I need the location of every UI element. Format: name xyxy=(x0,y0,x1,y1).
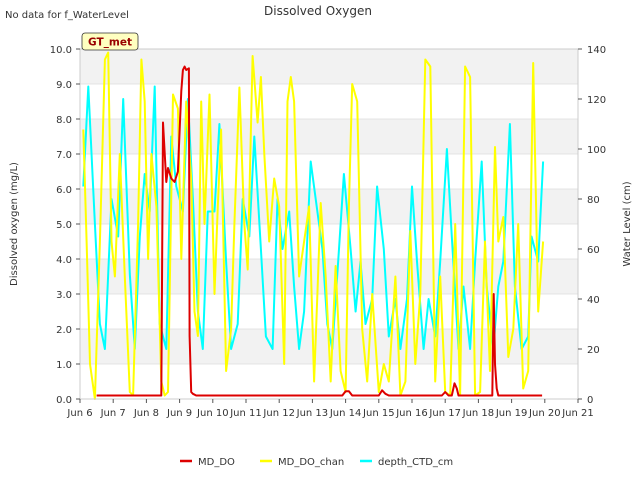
plot-band xyxy=(80,49,578,84)
x-tick-label: Jun 19 xyxy=(495,408,528,419)
y2-axis-label: Water Level (cm) xyxy=(622,181,633,266)
no-data-note: No data for f_WaterLevel xyxy=(5,10,129,21)
legend: MD_DO MD_DO_chan depth_CTD_cm xyxy=(180,457,453,468)
y-tick-label: 9.0 xyxy=(56,80,72,91)
series-layer xyxy=(82,51,545,400)
x-tick-label: Jun 9 xyxy=(166,408,192,419)
y-tick-label: 4.0 xyxy=(56,255,72,266)
y-axis-label: Dissolved oxygen (mg/L) xyxy=(9,162,20,286)
chart-title: Dissolved Oxygen xyxy=(264,4,372,18)
x-tick-label: Jun 20 xyxy=(528,408,561,419)
x-tick-label: Jun 18 xyxy=(462,408,495,419)
x-tick-label: Jun 12 xyxy=(262,408,295,419)
y2-tick-label: 0 xyxy=(587,395,593,406)
x-tick-label: Jun 7 xyxy=(100,408,126,419)
y-tick-label: 1.0 xyxy=(56,360,72,371)
y-tick-label: 8.0 xyxy=(56,115,72,126)
legend-label: MD_DO xyxy=(198,457,235,468)
legend-label: depth_CTD_cm xyxy=(378,457,453,468)
x-tick-label: Jun 8 xyxy=(133,408,159,419)
y2-tick-label: 40 xyxy=(587,295,600,306)
y-tick-label: 5.0 xyxy=(56,220,72,231)
y2-tick-label: 60 xyxy=(587,245,600,256)
x-tick-label: Jun 15 xyxy=(362,408,395,419)
x-tick-label: Jun 16 xyxy=(395,408,428,419)
axes: 0.0 1.0 2.0 3.0 4.0 5.0 6.0 7.0 8.0 9.0 10.0 0 20 40 6… xyxy=(50,45,606,419)
x-tick-label: Jun 6 xyxy=(66,408,92,419)
y2-tick-label: 80 xyxy=(587,195,600,206)
x-tick-label: Jun 14 xyxy=(329,408,362,419)
legend-label: MD_DO_chan xyxy=(278,457,344,468)
x-tick-label: Jun 21 xyxy=(561,408,594,419)
y-tick-label: 10.0 xyxy=(50,45,72,56)
site-badge-box xyxy=(81,32,139,51)
series-line-md-do xyxy=(96,65,543,397)
y-tick-label: 0.0 xyxy=(56,395,72,406)
x-tick-label: Jun 11 xyxy=(229,408,262,419)
y2-tick-label: 100 xyxy=(587,145,606,156)
x-tick-label: Jun 10 xyxy=(196,408,229,419)
plot-bands xyxy=(80,49,578,364)
y2-tick-label: 20 xyxy=(587,345,600,356)
y-tick-label: 7.0 xyxy=(56,150,72,161)
site-badge: GT_met xyxy=(81,32,139,51)
y-tick-label: 3.0 xyxy=(56,290,72,301)
x-tick-label: Jun 13 xyxy=(296,408,329,419)
y-tick-label: 6.0 xyxy=(56,185,72,196)
y-tick-label: 2.0 xyxy=(56,325,72,336)
y2-tick-label: 140 xyxy=(587,45,606,56)
y2-tick-label: 120 xyxy=(587,95,606,106)
x-tick-label: Jun 17 xyxy=(428,408,461,419)
site-badge-label: GT_met xyxy=(88,37,132,49)
